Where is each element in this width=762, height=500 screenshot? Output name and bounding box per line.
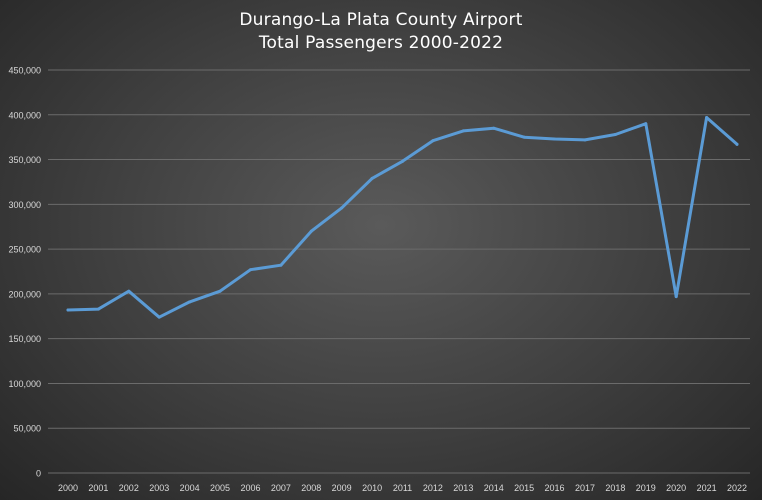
data-point	[431, 139, 435, 143]
data-point	[188, 300, 192, 304]
x-tick-label: 2018	[605, 483, 625, 493]
data-point	[674, 295, 678, 299]
data-point	[370, 176, 374, 180]
data-point	[96, 307, 100, 311]
data-point	[309, 229, 313, 233]
series-line	[66, 116, 739, 319]
y-tick-label: 100,000	[8, 379, 41, 389]
y-tick-label: 450,000	[8, 66, 41, 76]
data-point	[218, 289, 222, 293]
data-point	[613, 132, 617, 136]
x-tick-label: 2020	[666, 483, 686, 493]
x-tick-label: 2010	[362, 483, 382, 493]
gridlines	[48, 69, 750, 474]
data-point	[644, 122, 648, 126]
x-tick-label: 2007	[271, 483, 291, 493]
x-tick-label: 2012	[423, 483, 443, 493]
data-point	[340, 206, 344, 210]
x-tick-label: 2009	[332, 483, 352, 493]
x-tick-label: 2017	[575, 483, 595, 493]
x-tick-label: 2014	[484, 483, 504, 493]
x-axis-tick-labels: 2000 2001 2002 2003 2004 2005 2006 2007 2008 2009…	[58, 483, 747, 493]
x-tick-label: 2003	[149, 483, 169, 493]
data-point	[279, 263, 283, 267]
x-tick-label: 2015	[514, 483, 534, 493]
x-tick-label: 2019	[636, 483, 656, 493]
y-tick-label: 50,000	[13, 424, 41, 434]
data-point	[157, 315, 161, 319]
data-point	[401, 159, 404, 163]
y-tick-label: 0	[36, 469, 41, 479]
x-tick-label: 2013	[453, 483, 473, 493]
data-point	[127, 289, 131, 293]
data-point	[461, 129, 465, 133]
data-point	[553, 137, 557, 141]
y-tick-label: 200,000	[8, 289, 41, 299]
data-point	[522, 135, 526, 139]
chart-title: Durango-La Plata County Airport	[239, 10, 523, 30]
chart-subtitle: Total Passengers 2000-2022	[258, 33, 504, 53]
y-tick-label: 250,000	[8, 245, 41, 255]
y-tick-label: 350,000	[8, 155, 41, 165]
y-axis-tick-labels: 0 50,000 100,000 150,000 200,000 250,000 300,0…	[8, 66, 41, 479]
y-tick-label: 150,000	[8, 334, 41, 344]
x-tick-label: 2005	[210, 483, 230, 493]
data-point	[492, 126, 496, 130]
x-tick-label: 2022	[727, 483, 747, 493]
x-tick-label: 2001	[88, 483, 108, 493]
data-point	[66, 308, 70, 312]
x-tick-label: 2021	[697, 483, 717, 493]
x-tick-label: 2000	[58, 483, 78, 493]
data-point	[705, 115, 709, 119]
x-tick-label: 2006	[240, 483, 260, 493]
y-tick-label: 400,000	[8, 110, 41, 120]
x-tick-label: 2004	[180, 483, 200, 493]
x-tick-label: 2008	[301, 483, 321, 493]
data-point	[248, 268, 252, 272]
series-layer	[66, 115, 739, 319]
data-point	[735, 142, 739, 146]
x-tick-label: 2016	[545, 483, 565, 493]
data-point	[583, 138, 587, 142]
x-tick-label: 2002	[119, 483, 139, 493]
x-tick-label: 2011	[393, 483, 412, 493]
y-tick-label: 300,000	[8, 200, 41, 210]
